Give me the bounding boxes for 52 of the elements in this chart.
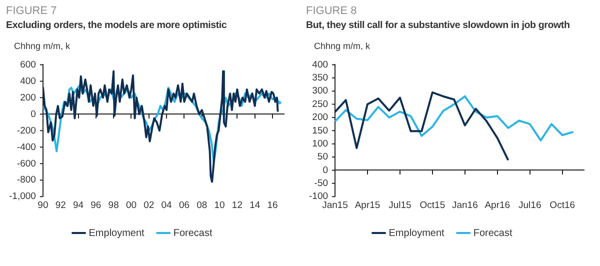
y-tick-label: 350: [312, 72, 328, 84]
x-tick-label: Jul15: [388, 200, 412, 211]
y-tick-label: -200: [16, 125, 36, 136]
y-tick-label: 200: [312, 112, 328, 124]
x-tick-label: 94: [72, 200, 84, 211]
legend-label: Forecast: [173, 228, 212, 239]
x-tick-label: Jan16: [452, 200, 478, 211]
y-tick-label: -50: [314, 178, 328, 190]
y-tick-label: -100: [309, 191, 328, 202]
y-tick-label: 200: [20, 92, 36, 104]
chart-subtitle: Excluding orders, the models are more optimistic: [6, 19, 228, 32]
y-tick-label: 400: [312, 59, 328, 70]
x-tick-label: Jul16: [518, 200, 542, 211]
x-tick-label: 98: [108, 200, 119, 211]
legend-label: Employment: [388, 228, 445, 239]
y-tick-label: 250: [312, 98, 328, 110]
x-tick-label: 96: [90, 200, 102, 211]
x-tick-label: 04: [161, 200, 172, 211]
y-tick-label: 100: [312, 138, 328, 150]
y-tick-label: -1,000: [9, 191, 36, 202]
x-tick-label: Oct16: [550, 200, 576, 211]
x-tick-label: 10: [214, 200, 225, 211]
x-tick-label: Apr15: [354, 200, 380, 211]
y-tick-label: 600: [20, 59, 36, 70]
chart-title: FIGURE 7: [6, 5, 58, 18]
x-tick-label: 12: [232, 200, 242, 211]
x-tick-label: 06: [178, 200, 190, 211]
x-tick-label: Apr16: [484, 200, 510, 211]
y-tick-label: 300: [312, 86, 328, 97]
y-tick-label: 400: [20, 76, 36, 87]
x-tick-label: 08: [196, 200, 208, 211]
y-tick-label: 0: [30, 108, 36, 120]
x-tick-label: 90: [38, 200, 48, 211]
x-tick-label: 00: [126, 200, 137, 211]
y-tick-label: -800: [16, 174, 36, 186]
x-tick-label: 16: [267, 200, 278, 211]
x-tick-label: 02: [144, 200, 154, 211]
y-axis-title: Chhng m/m, k: [314, 41, 372, 52]
legend-label: Employment: [88, 228, 145, 239]
chart-subtitle: But, they still call for a substantive slowdown in job growth: [306, 19, 571, 32]
x-tick-label: Oct15: [420, 200, 446, 211]
y-axis-title: Chhng m/m, k: [14, 41, 72, 52]
y-tick-label: -600: [16, 158, 36, 170]
chart-title: FIGURE 8: [306, 5, 358, 18]
legend-label: Forecast: [473, 228, 512, 239]
y-tick-label: 150: [312, 125, 328, 136]
y-tick-label: 50: [317, 152, 328, 163]
x-tick-label: 14: [250, 200, 260, 211]
y-tick-label: 0: [322, 164, 328, 176]
y-tick-label: -400: [16, 142, 36, 153]
x-tick-label: Jan15: [322, 200, 348, 211]
x-tick-label: 92: [55, 200, 66, 211]
